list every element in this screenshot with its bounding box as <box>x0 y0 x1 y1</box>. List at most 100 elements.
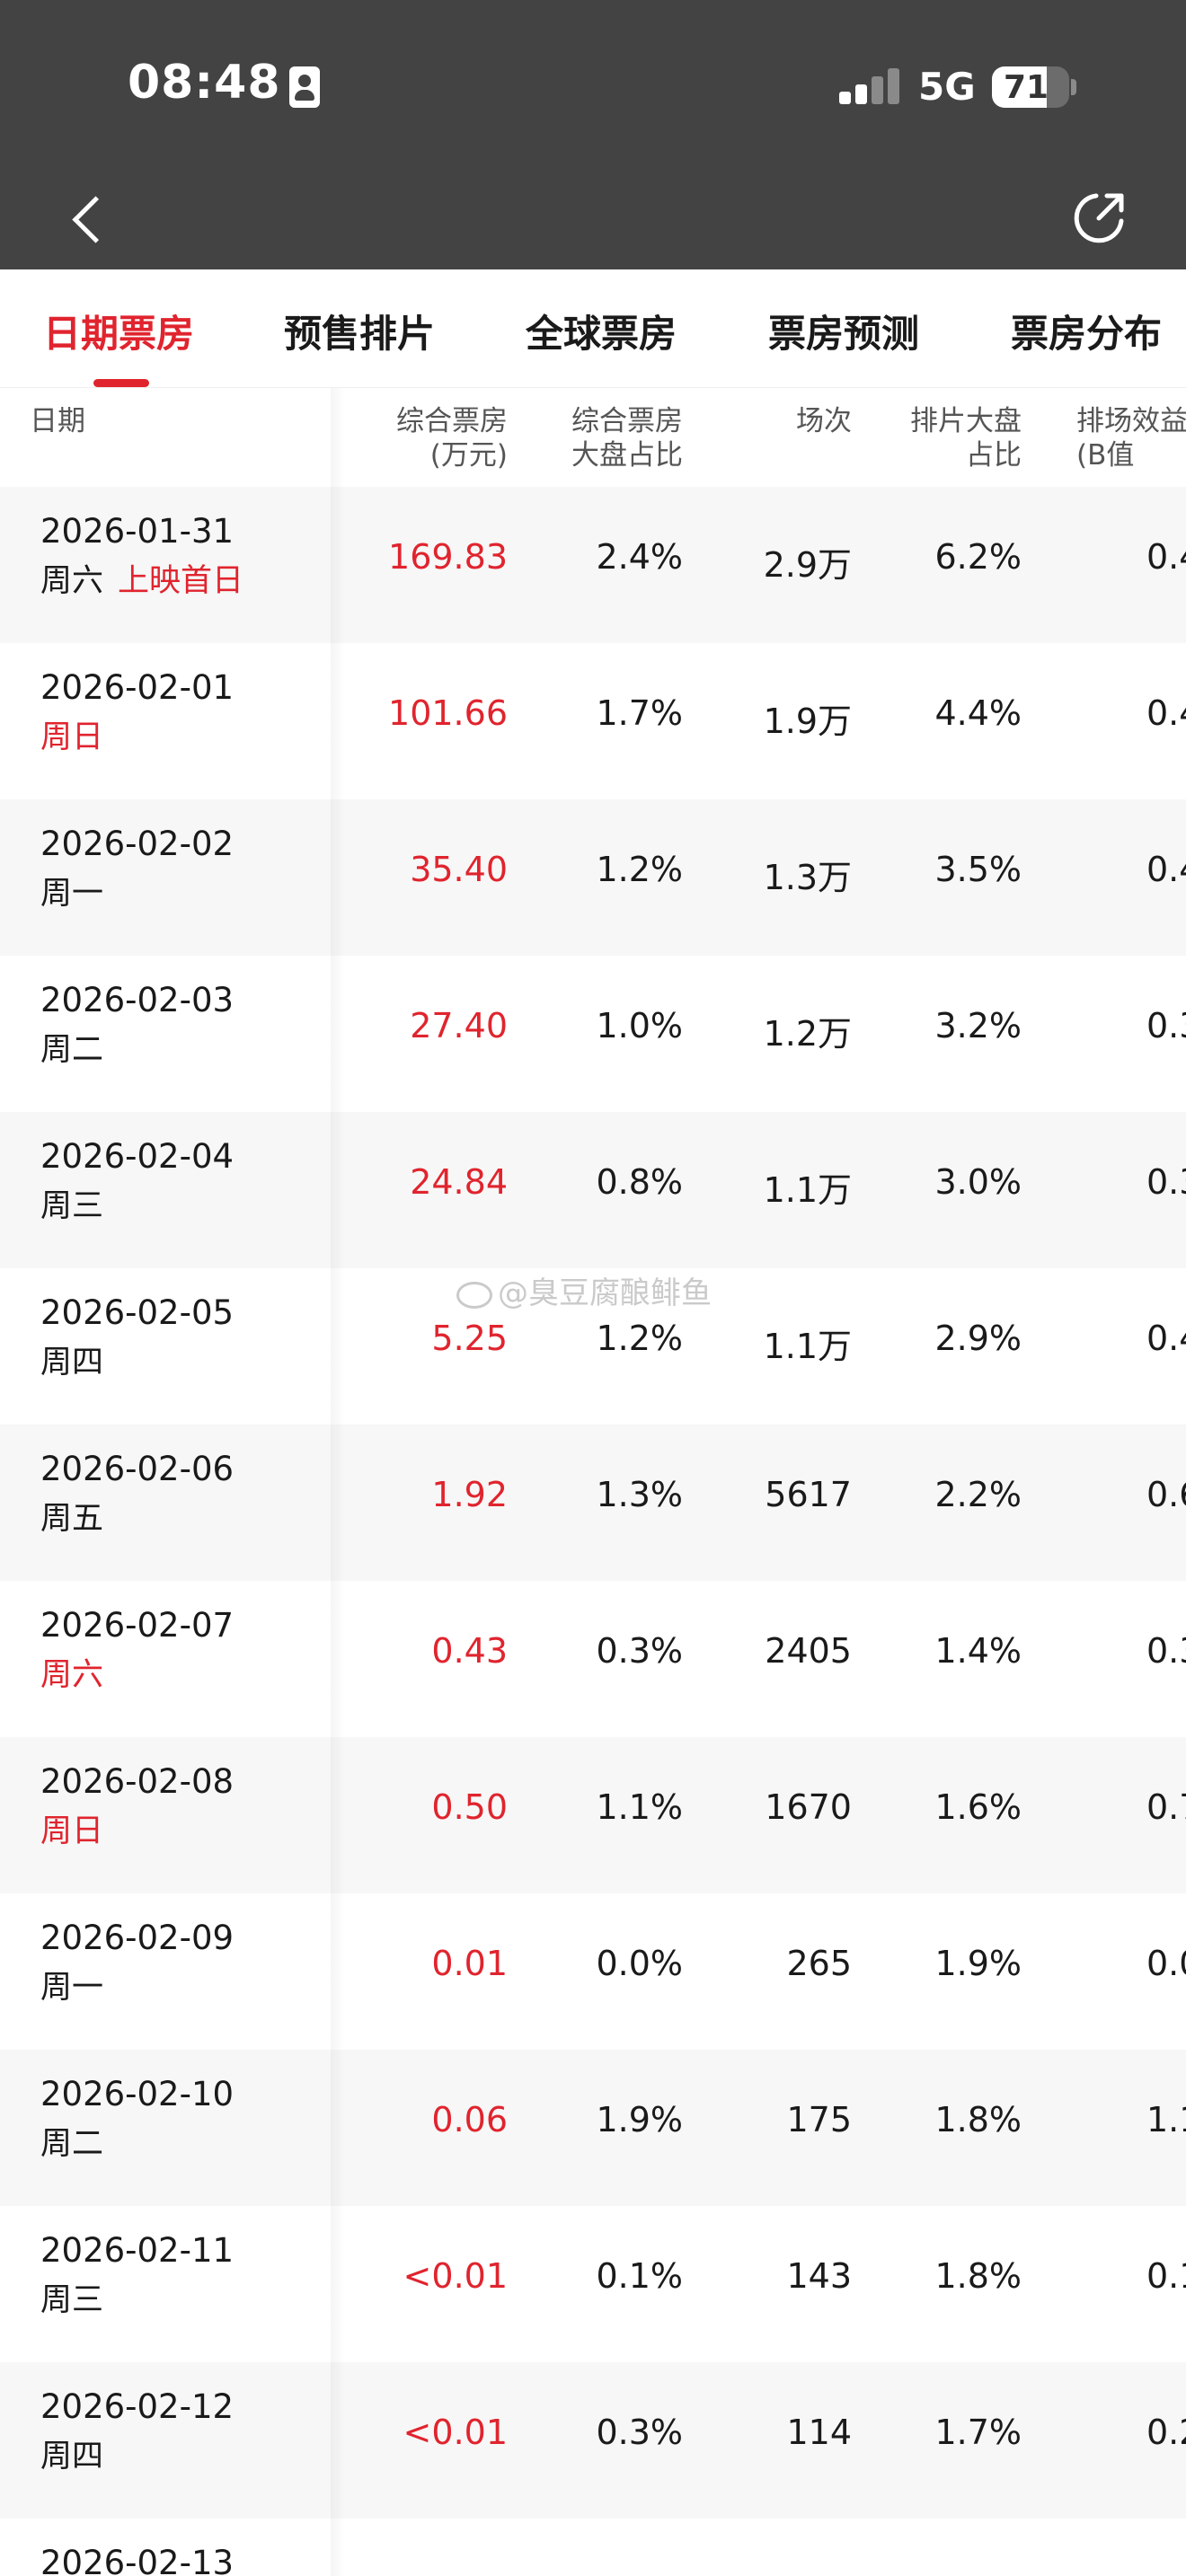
row-subtitle: 周五 <box>40 1493 103 1539</box>
row-share: 1.0% <box>596 1006 683 1045</box>
table-row[interactable]: 2026-02-08 周日 0.50 1.1% 1670 1.6% 0.7 <box>0 1737 1186 1893</box>
row-weekday: 周一 <box>40 1970 104 2006</box>
row-efficiency: 0.0 <box>1146 1944 1186 1983</box>
tab-global-boxoffice[interactable]: 全球票房 <box>526 312 677 356</box>
row-shows: 5617 <box>765 1475 852 1514</box>
row-subtitle: 周二 <box>40 1024 103 1070</box>
table-row[interactable]: 2026-02-05 周四 5.25 1.2% 1.1万 2.9% 0.4 <box>0 1268 1186 1425</box>
row-schedule-share: 1.8% <box>934 2256 1022 2296</box>
header-efficiency[interactable]: 排场效益 (B值 <box>1076 405 1186 472</box>
header-shows[interactable]: 场次 <box>796 405 852 437</box>
frozen-column-shadow <box>331 388 345 2576</box>
back-arrow-icon[interactable] <box>63 190 120 248</box>
row-efficiency: 0.1 <box>1146 2256 1186 2296</box>
row-schedule-share: 1.9% <box>934 1944 1022 1983</box>
row-share: 0.3% <box>596 1631 683 1671</box>
row-date: 2026-02-03 <box>40 981 235 1019</box>
row-schedule-share: 3.0% <box>934 1162 1022 1202</box>
row-date: 2026-02-04 <box>40 1137 235 1176</box>
row-date: 2026-02-08 <box>40 1762 235 1801</box>
row-efficiency: 0.3 <box>1146 1162 1186 1202</box>
row-shows: 1.1万 <box>763 1170 852 1210</box>
table-row[interactable]: 2026-02-07 周六 0.43 0.3% 2405 1.4% 0.3 <box>0 1581 1186 1737</box>
row-shows: 1.3万 <box>763 858 852 897</box>
table-row[interactable]: 2026-02-09 周一 0.01 0.0% 265 1.9% 0.0 <box>0 1893 1186 2050</box>
row-share: 2.4% <box>596 537 683 577</box>
row-weekday: 周四 <box>40 1345 104 1381</box>
row-efficiency: 0.4 <box>1146 1319 1186 1358</box>
header-boxoffice[interactable]: 综合票房 (万元) <box>396 405 508 472</box>
status-time: 08:48 <box>128 56 281 110</box>
weibo-icon <box>456 1281 492 1309</box>
battery-level: 71 <box>1003 69 1049 106</box>
boxoffice-table[interactable]: 日期 综合票房 (万元) 综合票房 大盘占比 场次 排片大盘 占比 排场效益 (… <box>0 388 1186 2576</box>
tab-daily-boxoffice[interactable]: 日期票房 <box>43 312 195 356</box>
row-efficiency: 0.3 <box>1146 1631 1186 1671</box>
row-boxoffice: 35.40 <box>410 850 508 889</box>
row-shows: 2405 <box>765 1631 852 1671</box>
row-schedule-share: 1.4% <box>934 1631 1022 1671</box>
row-subtitle: 周日 <box>40 1805 103 1851</box>
row-weekday: 周四 <box>40 2439 104 2475</box>
row-boxoffice: <0.01 <box>403 2413 508 2452</box>
row-share: 0.0% <box>596 1944 683 1983</box>
tab-presale-schedule[interactable]: 预售排片 <box>284 312 436 356</box>
row-date: 2026-02-02 <box>40 825 235 863</box>
row-boxoffice: 27.40 <box>410 1006 508 1045</box>
row-share: 0.3% <box>596 2413 683 2452</box>
row-schedule-share: 1.6% <box>934 1787 1022 1827</box>
row-subtitle: 周一 <box>40 868 103 913</box>
row-weekday: 周三 <box>40 2282 104 2318</box>
row-subtitle: 周四 <box>40 1337 103 1382</box>
row-schedule-share: 3.2% <box>934 1006 1022 1045</box>
row-shows: 1670 <box>765 1787 852 1827</box>
table-row[interactable]: 2026-02-01 周日 101.66 1.7% 1.9万 4.4% 0.4 <box>0 643 1186 799</box>
row-note: 上映首日 <box>118 563 244 599</box>
battery-tip <box>1071 79 1076 95</box>
row-boxoffice: 169.83 <box>388 537 508 577</box>
table-row[interactable]: 2026-02-13 <box>0 2519 1186 2576</box>
table-row[interactable]: 2026-02-06 周五 1.92 1.3% 5617 2.2% 0.6 <box>0 1425 1186 1581</box>
status-bar: 08:48 5G 71 <box>0 0 1186 171</box>
row-schedule-share: 6.2% <box>934 537 1022 577</box>
tab-boxoffice-distribution[interactable]: 票房分布 <box>1011 312 1163 356</box>
table-row[interactable]: 2026-02-12 周四 <0.01 0.3% 114 1.7% 0.2 <box>0 2362 1186 2519</box>
row-share: 1.3% <box>596 1475 683 1514</box>
row-weekday: 周二 <box>40 2126 104 2162</box>
row-date: 2026-02-09 <box>40 1919 235 1957</box>
table-header: 日期 综合票房 (万元) 综合票房 大盘占比 场次 排片大盘 占比 排场效益 (… <box>0 388 1186 487</box>
battery-icon: 71 <box>992 66 1069 108</box>
row-date: 2026-02-12 <box>40 2387 235 2426</box>
row-weekday: 周日 <box>40 1813 104 1849</box>
header-date: 日期 <box>30 405 85 437</box>
network-type: 5G <box>918 65 976 109</box>
row-schedule-share: 2.9% <box>934 1319 1022 1358</box>
row-weekday: 周日 <box>40 719 104 755</box>
row-share: 1.2% <box>596 1319 683 1358</box>
tab-boxoffice-forecast[interactable]: 票房预测 <box>768 312 920 356</box>
share-icon[interactable] <box>1069 189 1128 248</box>
watermark-text: @臭豆腐酿鲱鱼 <box>498 1275 712 1311</box>
row-share: 1.9% <box>596 2100 683 2139</box>
row-weekday: 周三 <box>40 1188 104 1224</box>
table-row[interactable]: 2026-02-10 周二 0.06 1.9% 175 1.8% 1.1 <box>0 2050 1186 2206</box>
row-shows: 143 <box>786 2256 852 2296</box>
table-row[interactable]: 2026-02-11 周三 <0.01 0.1% 143 1.8% 0.1 <box>0 2206 1186 2362</box>
header-schedule-share[interactable]: 排片大盘 占比 <box>910 405 1022 472</box>
row-subtitle: 周三 <box>40 2274 103 2320</box>
table-row[interactable]: 2026-02-04 周三 24.84 0.8% 1.1万 3.0% 0.3 <box>0 1112 1186 1268</box>
row-weekday: 周五 <box>40 1501 104 1537</box>
table-row[interactable]: 2026-02-02 周一 35.40 1.2% 1.3万 3.5% 0.4 <box>0 799 1186 956</box>
table-row[interactable]: 2026-02-03 周二 27.40 1.0% 1.2万 3.2% 0.3 <box>0 956 1186 1112</box>
row-subtitle: 周三 <box>40 1180 103 1226</box>
header-share[interactable]: 综合票房 大盘占比 <box>571 405 683 472</box>
row-schedule-share: 1.8% <box>934 2100 1022 2139</box>
row-shows: 1.2万 <box>763 1014 852 1054</box>
row-shows: 175 <box>786 2100 852 2139</box>
tab-bar: 日期票房 预售排片 全球票房 票房预测 票房分布 <box>0 269 1186 388</box>
watermark: @臭豆腐酿鲱鱼 <box>456 1268 712 1312</box>
row-efficiency: 0.3 <box>1146 1006 1186 1045</box>
row-shows: 1.1万 <box>763 1327 852 1366</box>
row-boxoffice: 0.50 <box>431 1787 508 1827</box>
